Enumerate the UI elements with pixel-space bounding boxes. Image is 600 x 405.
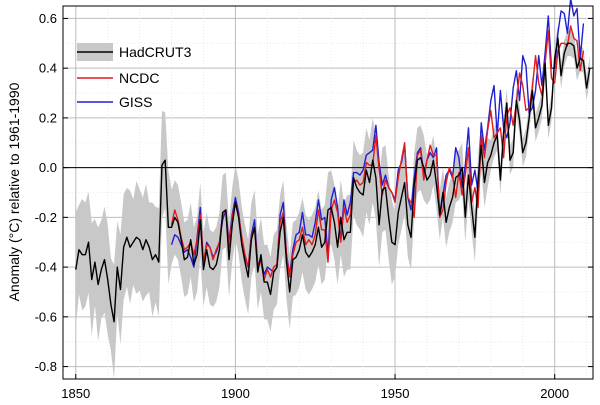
x-tick-label: 1900 — [221, 386, 250, 401]
ticks: 1850 1900 1950 2000 -0.8 -0.6 -0.4 -0.2 0.0 0.2 0.… — [35, 11, 593, 401]
y-axis-title: Anomaly (°C) relative to 1961-1990 — [6, 82, 22, 301]
legend: HadCRUT3 NCDC GISS — [77, 43, 192, 110]
y-tick-label: 0.0 — [39, 160, 57, 175]
y-tick-label: -0.4 — [35, 260, 57, 275]
y-tick-label: 0.2 — [39, 110, 57, 125]
x-tick-label: 2000 — [540, 386, 569, 401]
y-tick-label: 0.6 — [39, 11, 57, 26]
x-tick-label: 1850 — [61, 386, 90, 401]
uncertainty-band-layer — [75, 25, 590, 380]
series-line-hadcrut3 — [75, 37, 591, 323]
legend-label-giss: GISS — [119, 94, 152, 110]
y-tick-label: 0.4 — [39, 61, 57, 76]
y-tick-label: -0.8 — [35, 359, 57, 374]
x-tick-label: 1950 — [381, 386, 410, 401]
y-tick-label: -0.2 — [35, 210, 57, 225]
series-layer — [75, 0, 591, 323]
hadcrut3-uncertainty-band — [75, 25, 590, 380]
legend-label-ncdc: NCDC — [119, 70, 159, 86]
legend-label-hadcrut3: HadCRUT3 — [119, 44, 192, 60]
plot-frame — [62, 5, 594, 380]
y-tick-label: -0.6 — [35, 309, 57, 324]
